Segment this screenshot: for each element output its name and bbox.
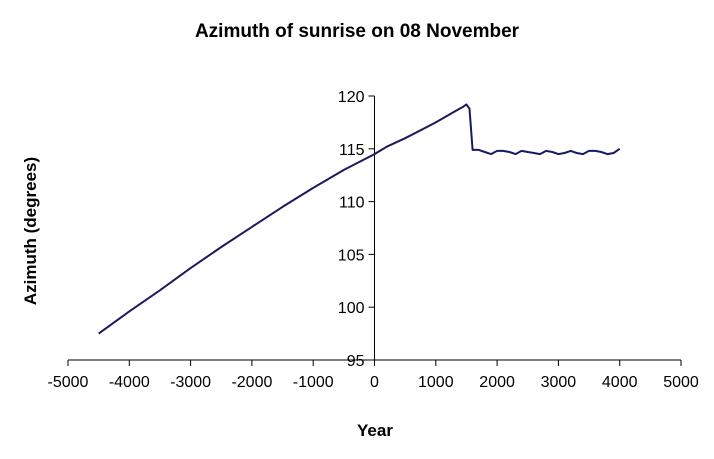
- y-tick-label: 115: [339, 142, 365, 159]
- x-tick-label: -5000: [48, 374, 89, 391]
- chart-title: Azimuth of sunrise on 08 November: [195, 21, 520, 42]
- x-tick-label: 5000: [663, 374, 699, 391]
- x-tick-label: 3000: [541, 374, 577, 391]
- x-tick-label: 1000: [418, 374, 454, 391]
- x-tick-label: -2000: [231, 374, 272, 391]
- x-tick-label: 4000: [602, 374, 638, 391]
- x-tick-label: 0: [370, 374, 379, 391]
- x-axis-title: Year: [357, 421, 393, 440]
- y-tick-label: 120: [338, 89, 365, 106]
- x-tick-label: -1000: [293, 374, 334, 391]
- axes: -5000 -4000 -3000 -2000 -1000 0 1000 2000 3000 40…: [48, 89, 699, 391]
- y-axis-title: Azimuth (degrees): [21, 157, 40, 305]
- y-tick-label: 105: [338, 247, 365, 264]
- plot-area: [98, 103, 621, 335]
- x-tick-label: -3000: [170, 374, 211, 391]
- series-line: [98, 103, 621, 335]
- x-tick-label: -4000: [109, 374, 150, 391]
- y-tick-label: 95: [347, 353, 365, 370]
- y-tick-label: 100: [338, 300, 365, 317]
- y-tick-label: 110: [339, 195, 365, 212]
- x-tick-label: 2000: [479, 374, 515, 391]
